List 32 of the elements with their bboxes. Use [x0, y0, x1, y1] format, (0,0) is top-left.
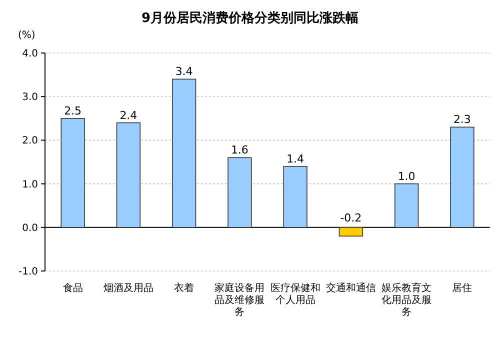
x-tick-label: 居住	[451, 283, 474, 295]
bar	[338, 227, 364, 237]
bar	[283, 166, 308, 228]
y-axis-title: (%)	[18, 30, 36, 41]
x-tick-label: 食品	[62, 283, 84, 295]
x-tick-label: 烟酒及用品	[102, 283, 154, 295]
x-tick-label: 家庭设备用品及维修服务	[214, 283, 266, 319]
y-tick-label: 4.0	[22, 48, 38, 60]
bar	[394, 183, 419, 228]
x-tick-label: 医疗保健和个人用品	[269, 283, 322, 307]
x-tick-label: 交通和通信	[324, 283, 377, 295]
bar	[116, 122, 141, 228]
chart-title: 9月份居民消费价格分类别同比涨跌幅	[141, 11, 359, 26]
bar	[450, 126, 474, 228]
data-label: 1.6	[230, 144, 248, 157]
data-label: 3.4	[175, 65, 193, 78]
x-tick-label: 衣着	[173, 283, 196, 295]
bar	[60, 118, 85, 228]
data-label: 2.5	[64, 104, 82, 118]
bar	[228, 157, 252, 228]
y-tick-label: 2.0	[22, 136, 38, 147]
y-tick-label: 0.0	[22, 222, 38, 234]
y-tick-label: -1.0	[18, 266, 38, 278]
data-label: 2.3	[453, 113, 471, 126]
bar	[172, 78, 196, 228]
y-tick-label: 3.0	[22, 92, 38, 104]
data-label: 2.4	[120, 108, 138, 122]
data-label: 1.4	[286, 152, 304, 166]
data-label: 1.0	[398, 170, 416, 183]
x-tick-label: 娱乐教育文化用品及服务	[380, 283, 433, 319]
data-label: -0.2	[340, 211, 362, 224]
y-tick-label: 1.0	[22, 179, 38, 190]
